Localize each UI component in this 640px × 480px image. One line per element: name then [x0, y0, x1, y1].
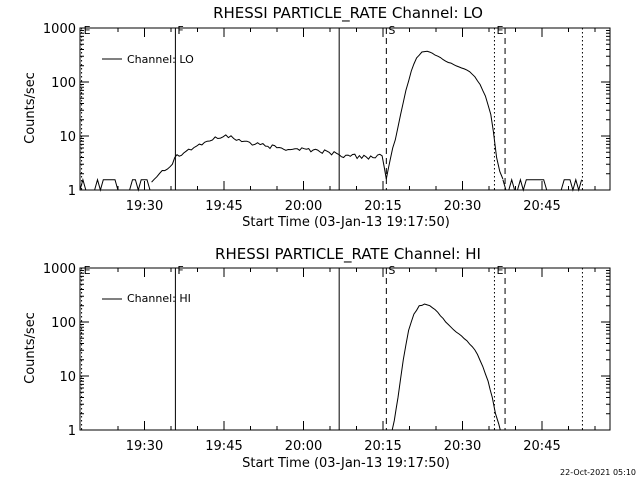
panel-2-xtick-label: 20:15: [364, 439, 401, 454]
panel-1-ytick-label: 10: [59, 130, 76, 145]
panel-2-event-marker-label: F: [177, 264, 183, 277]
panel-2-axes-frame: [79, 267, 611, 431]
panel-1-event-marker-label: S: [388, 24, 395, 37]
panel-1-xtick-label: 19:45: [205, 199, 242, 214]
panel-1-ytick-label: 1000: [43, 22, 76, 37]
panel-1-series-line: [151, 50, 504, 183]
panel-2-event-marker-label: E: [84, 264, 91, 277]
panel-2-xtick-label: 19:30: [126, 439, 163, 454]
panel-1-legend-label: Channel: LO: [127, 53, 194, 66]
panel-2-ylabel: Counts/sec: [23, 312, 38, 384]
panel-1-xlabel: Start Time (03-Jan-13 19:17:50): [242, 215, 450, 230]
panel-1-title: RHESSI PARTICLE_RATE Channel: LO: [213, 4, 483, 23]
panel-1-event-marker-label: F: [177, 24, 183, 37]
panel-1-ylabel: Counts/sec: [23, 72, 38, 144]
panel-1-ytick-label: 100: [51, 76, 76, 91]
panel-1-xtick-label: 20:00: [285, 199, 322, 214]
panel-2-xtick-label: 20:45: [523, 439, 560, 454]
panel-1-event-marker-label: E: [496, 24, 503, 37]
panel-1-event-marker-label: E: [84, 24, 91, 37]
panel-2-ytick-label: 10: [59, 370, 76, 385]
panel-1-axes-frame: [79, 27, 611, 191]
panel-1-xtick-label: 20:45: [523, 199, 560, 214]
panel-2-ytick-label: 100: [51, 316, 76, 331]
panel-2-xtick-label: 20:30: [444, 439, 481, 454]
panel-2-xlabel: Start Time (03-Jan-13 19:17:50): [242, 456, 450, 471]
chart-marks-layer: 1 10 100 1000 19:30 19:45 20:00 20:15 20:30 20:45…: [43, 22, 611, 454]
panel-1-xtick-label: 20:15: [364, 199, 401, 214]
panel-1-noise-line: [502, 177, 583, 192]
panel-1-xtick-label: 20:30: [444, 199, 481, 214]
panel-2-ytick-label: 1000: [43, 262, 76, 277]
panel-1-noise-line: [79, 177, 151, 192]
panel-1-xtick-label: 19:30: [126, 199, 163, 214]
panel-2-xtick-label: 19:45: [205, 439, 242, 454]
panel-2-xtick-label: 20:00: [285, 439, 322, 454]
panel-2-ytick-label: 1: [68, 424, 76, 439]
panel-2-title: RHESSI PARTICLE_RATE Channel: HI: [215, 245, 481, 264]
panel-2-event-marker-label: E: [496, 264, 503, 277]
panel-2-event-marker-label: S: [388, 264, 395, 277]
panel-2-series-line: [391, 303, 501, 431]
panel-1-ytick-label: 1: [68, 184, 76, 199]
footer-timestamp: 22-Oct-2021 05:10: [560, 468, 636, 477]
panel-2-legend-label: Channel: HI: [127, 292, 191, 305]
